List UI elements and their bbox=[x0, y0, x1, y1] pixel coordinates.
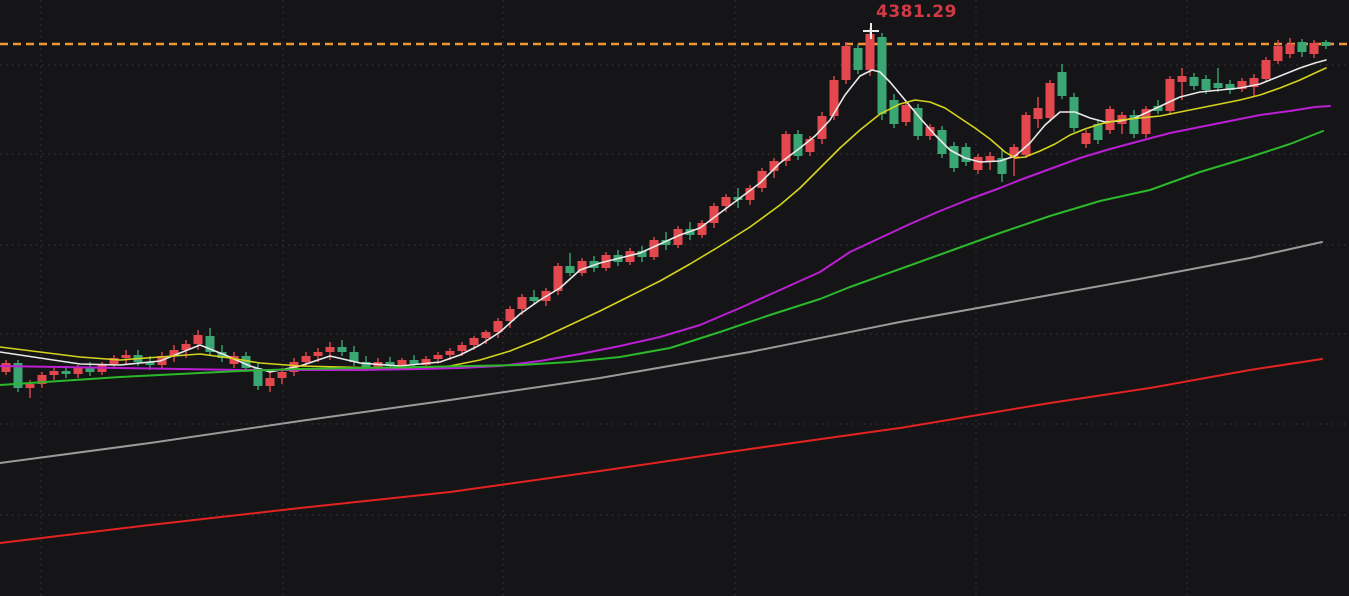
candle-down bbox=[877, 33, 887, 120]
candle-up bbox=[229, 352, 239, 368]
candle-down bbox=[241, 352, 251, 372]
ma-short-white bbox=[0, 59, 1327, 373]
candle-up bbox=[1273, 40, 1283, 64]
candle-up bbox=[193, 330, 203, 350]
high-cross-marker bbox=[863, 23, 879, 39]
candle-up bbox=[649, 237, 659, 260]
candle-up bbox=[577, 258, 587, 276]
candle-up bbox=[493, 318, 503, 338]
candle-up bbox=[673, 226, 683, 248]
candle-up bbox=[697, 220, 707, 238]
candle-down bbox=[1189, 73, 1199, 90]
candle-down bbox=[733, 188, 743, 208]
candle-up bbox=[37, 372, 47, 388]
candle-up bbox=[1045, 80, 1055, 122]
ma-long-red bbox=[0, 358, 1323, 544]
candle-down bbox=[13, 360, 23, 392]
candle-down bbox=[1297, 39, 1307, 57]
candle-up bbox=[1009, 144, 1019, 176]
candle-down bbox=[205, 328, 215, 356]
candle-down bbox=[949, 142, 959, 172]
candle-up bbox=[1165, 76, 1175, 115]
candle-up bbox=[1285, 38, 1295, 58]
candle-up bbox=[1309, 40, 1319, 58]
candle-down bbox=[1057, 64, 1067, 99]
candle-up bbox=[1081, 130, 1091, 148]
candle-up bbox=[925, 124, 935, 140]
candle-up bbox=[325, 342, 335, 360]
high-price-label: 4381.29 bbox=[876, 2, 957, 22]
candle-up bbox=[1237, 78, 1247, 92]
candle-up bbox=[121, 350, 131, 364]
candle-down bbox=[337, 340, 347, 356]
candle-up bbox=[1117, 112, 1127, 134]
candle-up bbox=[973, 154, 983, 174]
candle-up bbox=[109, 355, 119, 368]
candle-down bbox=[853, 44, 863, 74]
candle-up bbox=[1, 360, 11, 375]
candle-down bbox=[349, 346, 359, 366]
candle-up bbox=[841, 42, 851, 84]
candle-up bbox=[1033, 97, 1043, 128]
candle-down bbox=[409, 355, 419, 368]
candle-up bbox=[781, 131, 791, 166]
ma-gray bbox=[0, 241, 1323, 464]
candle-down bbox=[1225, 80, 1235, 94]
candle-up bbox=[169, 345, 179, 362]
ma-mid-yellow bbox=[0, 67, 1327, 369]
candle-up bbox=[49, 368, 59, 380]
candle-down bbox=[961, 143, 971, 166]
candle-up bbox=[1177, 68, 1187, 100]
candle-up bbox=[1105, 106, 1115, 134]
candle-up bbox=[517, 294, 527, 315]
ma-magenta bbox=[0, 105, 1331, 371]
candle-up bbox=[1261, 57, 1271, 82]
candle-up bbox=[1141, 106, 1151, 138]
candle-up bbox=[265, 372, 275, 392]
moving-averages-layer bbox=[0, 59, 1331, 544]
candle-down bbox=[565, 253, 575, 276]
candle-down bbox=[529, 290, 539, 305]
candle-down bbox=[889, 94, 899, 128]
candle-down bbox=[913, 104, 923, 140]
candle-up bbox=[505, 306, 515, 328]
candle-down bbox=[793, 130, 803, 160]
candle-down bbox=[1129, 110, 1139, 138]
candle-down bbox=[637, 246, 647, 262]
candles-layer bbox=[1, 28, 1331, 398]
candle-up bbox=[1021, 112, 1031, 158]
candle-up bbox=[745, 185, 755, 205]
candle-down bbox=[253, 362, 263, 390]
candle-up bbox=[901, 102, 911, 126]
candle-down bbox=[997, 150, 1007, 182]
candle-down bbox=[1213, 68, 1223, 92]
candle-up bbox=[625, 248, 635, 265]
candle-up bbox=[709, 203, 719, 228]
candle-down bbox=[1321, 40, 1331, 49]
ma-green bbox=[0, 130, 1324, 386]
